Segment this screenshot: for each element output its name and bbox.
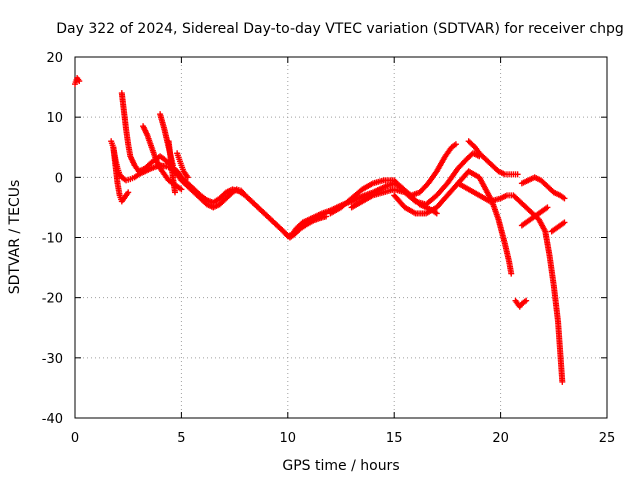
- chart-title: Day 322 of 2024, Sidereal Day-to-day VTE…: [56, 21, 624, 37]
- series-s16: [548, 219, 568, 235]
- data-point: [452, 141, 459, 148]
- series-s17: [518, 174, 568, 202]
- data-point: [323, 213, 330, 220]
- y-axis: -40 -30 -20 -10 0 10 20: [42, 51, 607, 427]
- y-tick-label: -20: [42, 292, 63, 307]
- data-point: [561, 195, 568, 202]
- series-s11: [391, 168, 515, 277]
- series-s8: [174, 150, 191, 181]
- data-point: [76, 78, 83, 85]
- y-tick-label: -40: [42, 412, 63, 427]
- y-tick-label: -30: [42, 352, 63, 367]
- x-tick-label: 5: [177, 431, 185, 446]
- data-points: [72, 75, 568, 385]
- data-point: [433, 210, 440, 217]
- series-s14: [512, 297, 530, 310]
- x-tick-label: 20: [492, 431, 509, 446]
- data-point: [125, 189, 132, 196]
- data-point: [508, 270, 515, 277]
- grid-lines: [75, 57, 607, 418]
- x-axis-label: GPS time / hours: [282, 458, 399, 474]
- x-axis: 0 5 10 15 20 25: [71, 57, 615, 446]
- series-s1: [72, 75, 83, 88]
- data-point: [559, 378, 566, 385]
- series-s3: [110, 144, 132, 205]
- data-point: [172, 189, 179, 196]
- x-tick-label: 10: [280, 431, 297, 446]
- y-tick-label: 0: [55, 171, 63, 186]
- series-s4: [118, 90, 330, 241]
- data-point: [523, 297, 530, 304]
- data-point: [184, 174, 191, 181]
- data-point: [514, 171, 521, 178]
- series-s7: [165, 138, 179, 196]
- y-tick-label: 20: [46, 51, 63, 66]
- x-tick-label: 0: [71, 431, 79, 446]
- data-point: [178, 186, 185, 193]
- series-s13: [455, 180, 566, 385]
- data-point: [561, 219, 568, 226]
- y-axis-label: SDTVAR / TECUs: [7, 180, 23, 295]
- series-s9: [327, 141, 459, 217]
- y-tick-label: -10: [42, 232, 63, 247]
- y-tick-label: 10: [46, 111, 63, 126]
- x-tick-label: 25: [599, 431, 616, 446]
- series-s15: [518, 204, 551, 229]
- series-s12: [465, 138, 521, 178]
- x-tick-label: 15: [386, 431, 403, 446]
- series-s10: [348, 150, 483, 211]
- data-point: [544, 204, 551, 211]
